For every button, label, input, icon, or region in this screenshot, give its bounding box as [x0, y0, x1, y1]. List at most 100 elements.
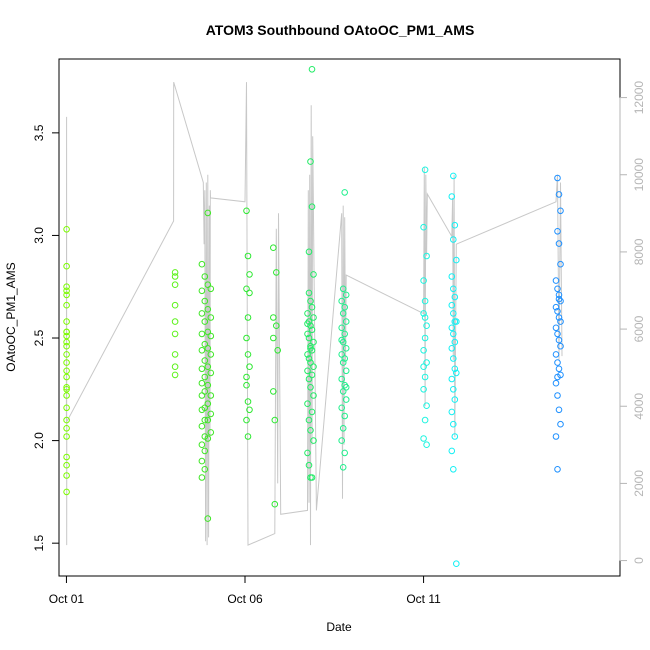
- data-point: [246, 406, 253, 414]
- data-point: [555, 314, 563, 321]
- data-point: [308, 66, 316, 73]
- y-tick-label: 3.5: [32, 124, 46, 141]
- data-point: [554, 228, 561, 235]
- y2-tick-label: 10000: [632, 158, 646, 192]
- x-tick-label: Oct 06: [227, 592, 263, 606]
- data-point: [171, 269, 179, 276]
- data-point: [555, 336, 563, 344]
- y2-tick-label: 2000: [632, 470, 646, 497]
- data-point: [63, 359, 70, 366]
- data-point: [557, 260, 564, 268]
- data-point: [171, 371, 179, 379]
- data-point: [423, 252, 430, 260]
- data-point: [63, 338, 70, 346]
- data-point: [204, 363, 212, 371]
- data-point: [339, 310, 347, 317]
- y2-tick-label: 4000: [632, 393, 646, 420]
- data-point: [342, 291, 350, 299]
- data-point: [341, 412, 349, 420]
- data-point: [451, 365, 459, 373]
- x-axis-label: Date: [326, 620, 352, 634]
- data-point: [555, 295, 563, 303]
- data-point: [270, 334, 277, 342]
- data-point: [171, 301, 179, 309]
- data-point: [307, 342, 314, 350]
- data-point: [554, 373, 561, 381]
- data-point: [171, 273, 179, 280]
- data-point: [204, 306, 212, 313]
- data-point: [552, 351, 560, 358]
- data-point: [207, 314, 215, 321]
- y2-tick-label: 0: [632, 557, 646, 564]
- data-point: [554, 308, 561, 315]
- y-tick-label: 3.0: [32, 227, 46, 244]
- data-point: [555, 406, 563, 414]
- data-point: [557, 342, 564, 350]
- data-point: [201, 318, 209, 325]
- data-point: [448, 375, 456, 383]
- data-point: [451, 396, 459, 403]
- data-point: [453, 369, 460, 377]
- data-point: [198, 330, 206, 338]
- data-point: [423, 322, 430, 330]
- data-point: [198, 260, 206, 268]
- data-point: [342, 384, 350, 391]
- data-point: [450, 330, 457, 338]
- plot-frame: [58, 58, 621, 577]
- data-point: [171, 281, 179, 289]
- data-point: [338, 336, 346, 344]
- x-tick-label: Oct 11: [406, 592, 441, 606]
- data-point: [204, 381, 212, 389]
- data-point: [246, 363, 253, 371]
- data-point: [63, 386, 70, 393]
- data-point: [63, 404, 70, 412]
- data-point: [207, 285, 215, 293]
- data-point: [304, 320, 311, 328]
- data-point: [244, 398, 252, 405]
- data-point: [243, 416, 250, 424]
- data-point: [63, 488, 70, 496]
- data-point: [342, 345, 350, 352]
- data-point: [421, 373, 429, 381]
- data-point: [557, 207, 564, 215]
- y2-tick-label: 6000: [632, 315, 646, 342]
- data-point: [552, 324, 560, 332]
- data-point: [421, 314, 429, 321]
- data-point: [305, 375, 313, 383]
- data-point: [555, 291, 563, 299]
- data-point: [207, 369, 215, 377]
- data-point: [423, 402, 430, 410]
- data-point: [63, 472, 70, 479]
- data-point: [63, 384, 70, 391]
- data-point: [63, 453, 70, 461]
- data-point: [310, 271, 317, 278]
- data-point: [423, 441, 430, 449]
- data-point: [207, 392, 215, 399]
- data-point: [420, 310, 427, 317]
- data-point: [271, 500, 279, 508]
- data-point: [421, 334, 429, 342]
- data-point: [307, 297, 314, 305]
- data-point: [339, 425, 347, 432]
- data-point: [554, 392, 561, 399]
- data-point: [307, 345, 314, 352]
- data-point: [338, 324, 346, 332]
- data-point: [453, 318, 460, 325]
- data-point: [448, 193, 456, 200]
- data-point: [271, 416, 279, 424]
- data-point: [246, 271, 253, 278]
- data-point: [341, 355, 349, 362]
- data-point: [201, 388, 209, 395]
- data-point: [338, 375, 346, 383]
- data-point: [201, 273, 209, 280]
- data-point: [420, 277, 427, 284]
- data-point: [339, 338, 347, 346]
- data-point: [244, 314, 252, 321]
- data-point: [244, 351, 252, 358]
- data-point: [420, 347, 427, 354]
- chart-title: ATOM3 Southbound OAtoOC_PM1_AMS: [206, 22, 475, 38]
- data-point: [450, 386, 457, 393]
- data-point: [207, 351, 215, 358]
- data-point: [204, 400, 212, 408]
